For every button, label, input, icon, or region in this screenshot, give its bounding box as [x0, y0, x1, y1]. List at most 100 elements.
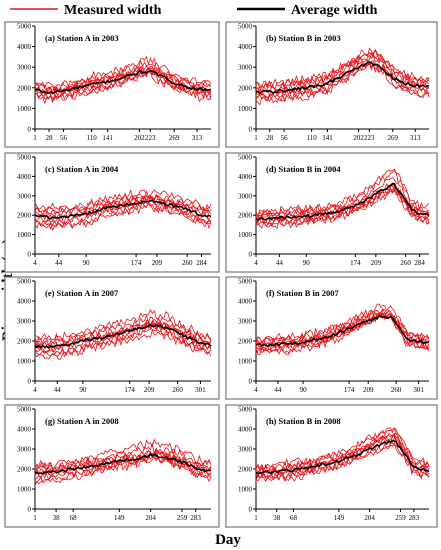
y-tick-label: 0	[249, 506, 253, 514]
x-tick-label: 4	[254, 386, 258, 394]
x-tick-label: 110	[86, 134, 97, 142]
x-tick-label: 259	[395, 514, 406, 522]
x-tick-label: 90	[79, 386, 87, 394]
x-tick-label: 38	[273, 514, 281, 522]
x-tick-label: 174	[350, 259, 361, 267]
x-tick-label: 301	[413, 386, 424, 394]
panel-title: (b) Station B in 2003	[266, 33, 341, 43]
panel-title: (a) Station A in 2003	[45, 33, 119, 43]
measured-series-line	[34, 70, 212, 105]
x-tick-label: 283	[409, 514, 420, 522]
x-tick-label: 284	[414, 259, 425, 267]
x-tick-label: 209	[371, 259, 382, 267]
measured-series-line	[34, 313, 212, 345]
y-tick-label: 1000	[238, 358, 253, 366]
average-series-line	[255, 182, 430, 221]
y-tick-label: 0	[28, 126, 32, 134]
x-tick-label: 202	[353, 134, 364, 142]
y-tick-label: 2000	[17, 338, 32, 346]
x-tick-label: 202	[134, 134, 145, 142]
legend: Measured width Average width	[10, 3, 378, 18]
panel-title: (f) Station B in 2007	[266, 288, 339, 298]
average-series-line	[34, 323, 212, 350]
x-tick-label: 260	[182, 259, 193, 267]
x-tick-label: 174	[131, 259, 142, 267]
measured-series-line	[34, 308, 212, 342]
y-tick-label: 5000	[238, 278, 253, 286]
y-tick-label: 0	[249, 126, 253, 134]
y-tick-label: 5000	[17, 154, 32, 162]
y-tick-label: 3000	[17, 64, 32, 72]
measured-series-line	[255, 184, 430, 220]
measured-series-line	[255, 168, 430, 218]
y-tick-label: 5000	[17, 406, 32, 414]
average-series-line	[34, 69, 212, 95]
y-tick-label: 3000	[238, 446, 253, 454]
y-tick-label: 0	[28, 251, 32, 259]
x-tick-label: 141	[102, 134, 113, 142]
measured-series-line	[34, 189, 212, 215]
y-tick-label: 2000	[238, 212, 253, 220]
x-tick-label: 4	[33, 259, 37, 267]
y-tick-label: 2000	[17, 466, 32, 474]
legend-measured-label: Measured width	[64, 3, 162, 18]
y-tick-label: 3000	[238, 318, 253, 326]
x-tick-label: 174	[124, 386, 135, 394]
x-tick-label: 44	[54, 386, 62, 394]
x-tick-label: 28	[46, 134, 54, 142]
y-tick-label: 4000	[238, 43, 253, 51]
panel-title: (g) Station A in 2008	[45, 416, 119, 426]
y-tick-label: 3000	[17, 318, 32, 326]
measured-series-line	[34, 438, 212, 471]
x-tick-label: 174	[344, 386, 355, 394]
y-tick-label: 2000	[17, 84, 32, 92]
y-tick-label: 2000	[238, 84, 253, 92]
measured-series-line	[34, 203, 212, 230]
y-tick-label: 0	[249, 378, 253, 386]
average-series-line	[255, 314, 430, 348]
x-tick-label: 209	[363, 386, 374, 394]
measured-series-line	[255, 170, 430, 218]
measured-series-line	[34, 454, 212, 486]
y-tick-label: 0	[249, 251, 253, 259]
x-tick-label: 223	[364, 134, 375, 142]
average-series-line	[255, 439, 430, 475]
x-tick-label: 110	[307, 134, 318, 142]
x-tick-label: 44	[55, 259, 63, 267]
x-tick-label: 223	[145, 134, 156, 142]
x-tick-label: 90	[83, 259, 91, 267]
x-tick-label: 4	[33, 386, 37, 394]
x-tick-label: 204	[364, 514, 375, 522]
measured-series-line	[255, 53, 430, 94]
panel-title: (e) Station A in 2007	[45, 288, 119, 298]
y-tick-label: 1000	[17, 358, 32, 366]
x-tick-label: 260	[391, 386, 402, 394]
measured-series-line	[255, 427, 430, 470]
panel-8: 0 1000 2000 3000 4000 5000 1 38 68 149 204 259 283 (h…	[225, 404, 438, 528]
panel-title: (d) Station B in 2004	[266, 164, 341, 174]
x-tick-label: 1	[254, 514, 258, 522]
y-tick-label: 1000	[238, 486, 253, 494]
panel-1: 0 1000 2000 3000 4000 5000 1 28 56 110 141 202 223 26…	[4, 21, 220, 148]
y-tick-label: 4000	[238, 298, 253, 306]
y-tick-label: 3000	[238, 192, 253, 200]
x-axis-label: Day	[215, 532, 241, 548]
x-tick-label: 38	[53, 514, 61, 522]
y-tick-label: 0	[28, 506, 32, 514]
x-tick-label: 4	[254, 259, 258, 267]
x-tick-label: 28	[266, 134, 274, 142]
x-tick-label: 141	[322, 134, 333, 142]
x-tick-label: 313	[192, 134, 203, 142]
panel-7: 0 1000 2000 3000 4000 5000 1 38 68 149 204 259 283 (g…	[4, 404, 220, 528]
x-tick-label: 301	[195, 386, 206, 394]
x-tick-label: 1	[33, 514, 37, 522]
y-tick-label: 5000	[238, 23, 253, 31]
average-series-line	[34, 199, 212, 220]
measured-series-line	[255, 58, 430, 102]
x-tick-label: 313	[410, 134, 421, 142]
measured-series-line	[255, 312, 430, 346]
